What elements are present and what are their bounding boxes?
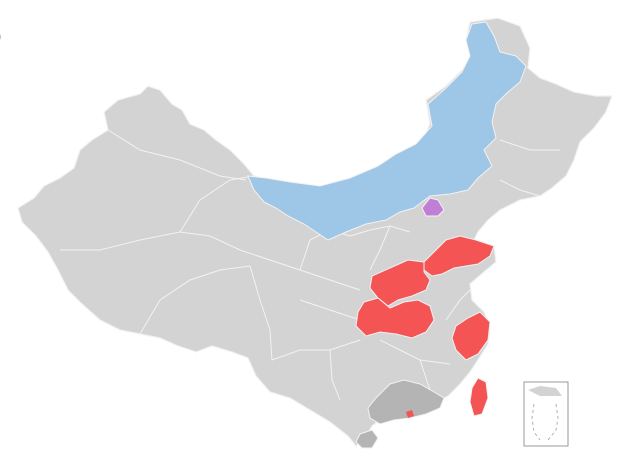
- china-landmass: [17, 17, 613, 447]
- corner-label: ): [0, 28, 1, 46]
- region-guangdong[interactable]: [367, 379, 445, 425]
- region-shandong[interactable]: [423, 235, 495, 277]
- region-zhejiang[interactable]: [451, 311, 491, 361]
- region-hainan[interactable]: [355, 429, 379, 449]
- region-hong-kong-marker: [406, 410, 414, 418]
- province-borders: [60, 129, 560, 401]
- south-china-sea-inset: [523, 381, 569, 447]
- region-inner-mongolia[interactable]: [247, 21, 527, 241]
- region-taiwan[interactable]: [469, 377, 489, 417]
- region-beijing[interactable]: [421, 197, 445, 217]
- region-hubei[interactable]: [355, 297, 435, 339]
